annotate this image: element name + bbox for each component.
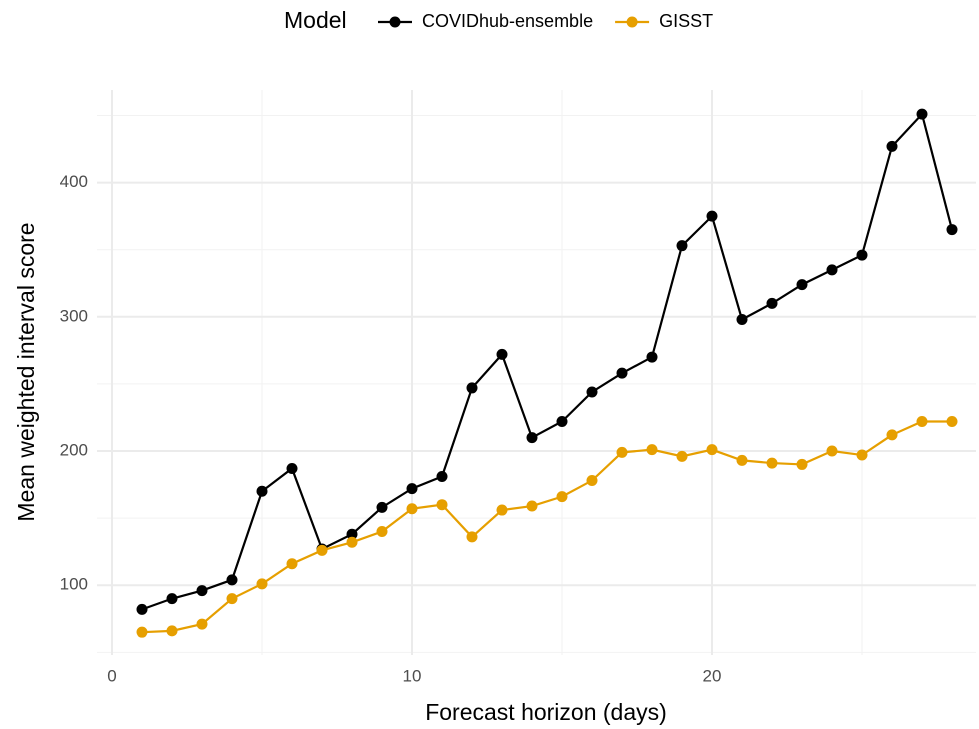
data-point [646, 351, 658, 363]
data-point [556, 415, 568, 427]
data-point [736, 454, 748, 466]
series-line [141, 111, 954, 611]
data-point [526, 432, 538, 444]
data-point [406, 483, 418, 495]
data-point [646, 444, 658, 456]
data-point [616, 446, 628, 458]
legend-label: COVIDhub-ensemble [422, 11, 593, 31]
x-tick-label: 20 [703, 666, 722, 685]
data-point [946, 415, 958, 427]
data-point [286, 558, 298, 570]
data-point [226, 593, 238, 605]
data-point [256, 485, 268, 497]
data-point [766, 297, 778, 309]
y-axis-title: Mean weighted interval score [13, 222, 39, 521]
data-point [346, 528, 358, 540]
data-point [136, 603, 148, 615]
y-tick-label: 300 [60, 306, 88, 325]
y-tick-label: 100 [60, 575, 88, 594]
data-point [406, 503, 418, 515]
data-point [766, 457, 778, 469]
data-point [946, 224, 958, 236]
data-point [706, 210, 718, 222]
data-point [886, 429, 898, 441]
legend-label: GISST [659, 11, 713, 31]
data-point [166, 625, 178, 637]
data-point [376, 501, 388, 513]
data-point [316, 544, 328, 556]
data-point [196, 618, 208, 630]
data-point [496, 348, 508, 360]
data-point [256, 578, 268, 590]
data-point [466, 382, 478, 394]
data-point [496, 504, 508, 516]
data-point [826, 264, 838, 276]
data-point [136, 626, 148, 638]
data-point [916, 108, 928, 120]
data-point [436, 499, 448, 511]
data-point [676, 450, 688, 462]
y-tick-label: 400 [60, 172, 88, 191]
data-point [556, 491, 568, 503]
legend-point [626, 16, 638, 28]
data-point [796, 458, 808, 470]
x-tick-label: 10 [403, 666, 422, 685]
data-point [886, 140, 898, 152]
data-point [196, 585, 208, 597]
data-point [376, 526, 388, 538]
legend-title: Model [284, 7, 347, 33]
data-point [586, 386, 598, 398]
data-point [526, 500, 538, 512]
data-point [736, 313, 748, 325]
data-point [856, 249, 868, 261]
data-point [916, 415, 928, 427]
x-tick-label: 0 [107, 666, 116, 685]
data-point [856, 449, 868, 461]
data-point [436, 471, 448, 483]
data-point [706, 444, 718, 456]
data-point [346, 536, 358, 548]
data-point [676, 240, 688, 252]
data-point [826, 445, 838, 457]
data-point [226, 574, 238, 586]
data-point [586, 475, 598, 487]
data-point [166, 593, 178, 605]
legend-point [389, 16, 401, 28]
series-line [141, 420, 952, 634]
y-tick-label: 200 [60, 440, 88, 459]
data-point [616, 367, 628, 379]
data-point [286, 462, 298, 474]
x-axis-title: Forecast horizon (days) [425, 699, 667, 725]
data-point [796, 279, 808, 291]
data-point [466, 531, 478, 543]
